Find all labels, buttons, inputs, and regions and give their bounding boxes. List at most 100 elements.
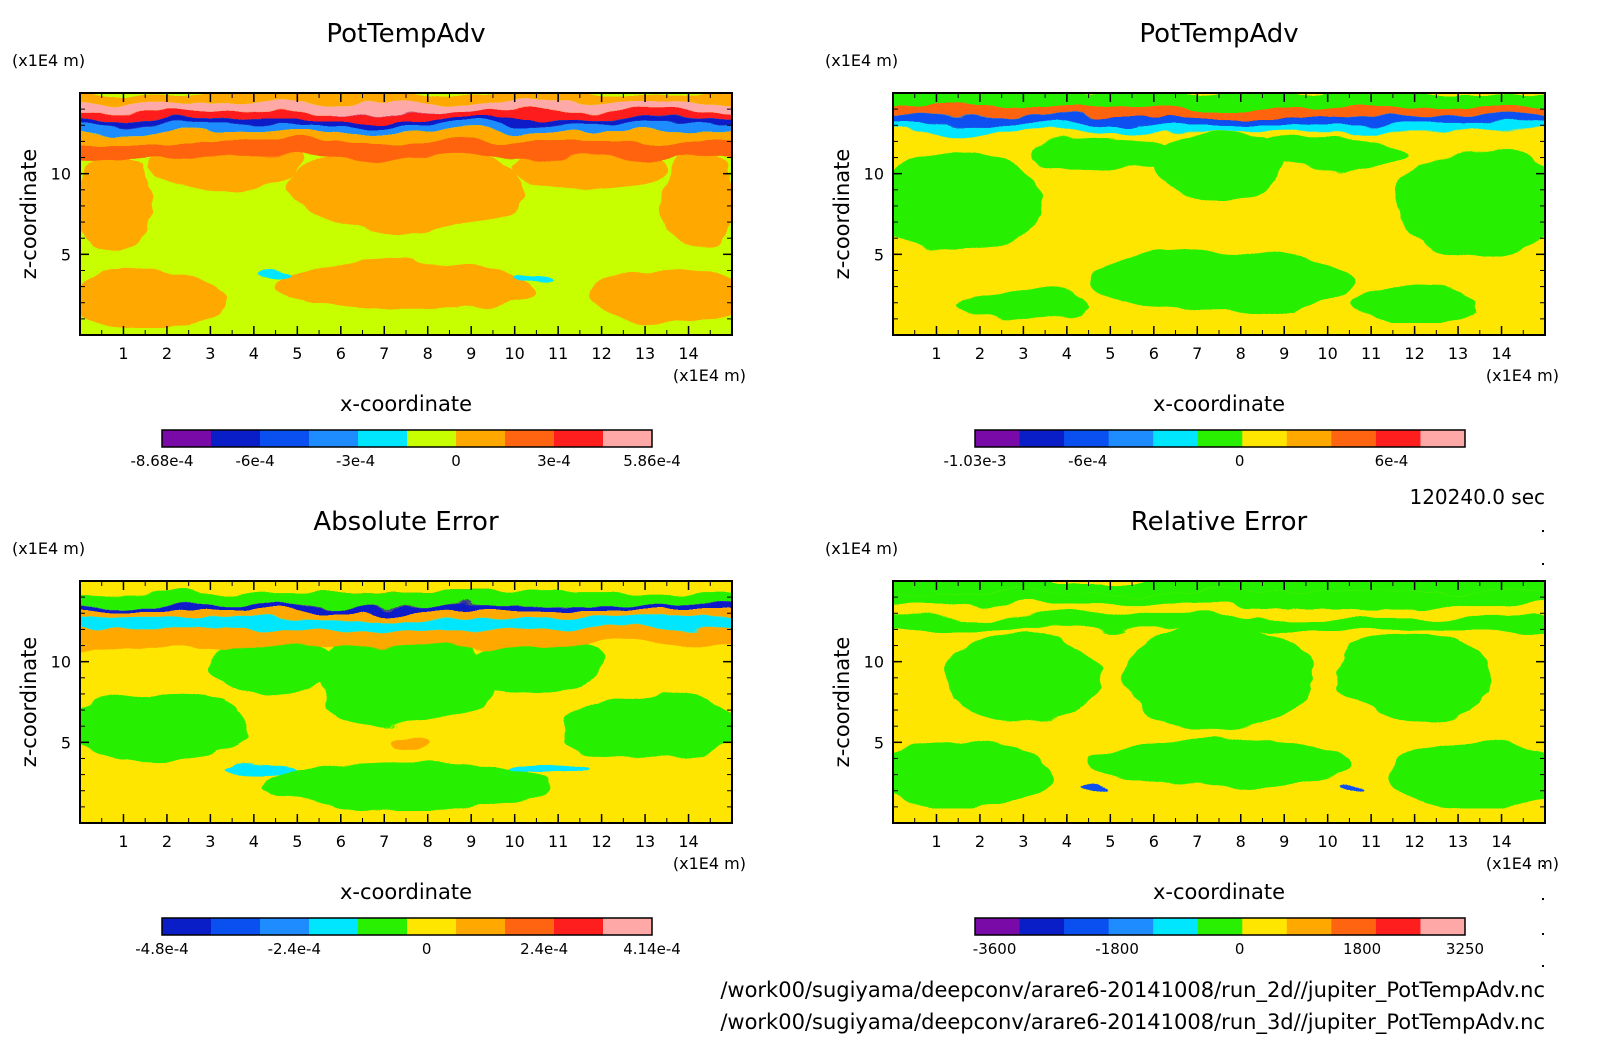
x-tick-label: 14	[1491, 832, 1511, 851]
colorbar-swatch	[554, 430, 604, 447]
colorbar-label: 4.14e-4	[623, 940, 681, 958]
field-blob	[1029, 136, 1187, 171]
x-axis-label: x-coordinate	[1153, 880, 1285, 904]
x-tick-label: 13	[1448, 832, 1468, 851]
colorbar-swatch	[1197, 430, 1243, 447]
colorbar-label: -1800	[1095, 940, 1139, 958]
x-tick-label: 1	[118, 832, 128, 851]
colorbar-swatch	[1331, 918, 1377, 935]
colorbar-swatch	[554, 918, 604, 935]
field-blob	[1336, 634, 1493, 722]
colorbar-label: -3600	[973, 940, 1017, 958]
x-tick-label: 3	[205, 344, 215, 363]
x-tick-label: 8	[1236, 344, 1246, 363]
colorbar-swatch	[456, 430, 506, 447]
x-unit-label: (x1E4 m)	[1486, 854, 1559, 873]
x-tick-label: 11	[1361, 832, 1381, 851]
y-tick-label: 5	[61, 733, 71, 752]
colorbar-swatch	[260, 918, 310, 935]
colorbar: -4.8e-4 -2.4e-4 0 2.4e-4 4.14e-4	[135, 917, 681, 958]
chart-title: PotTempAdv	[326, 19, 485, 49]
colorbar-swatch	[309, 918, 359, 935]
colorbar-swatch	[603, 918, 653, 935]
colorbar: -1.03e-3 -6e-4 0 6e-4	[944, 429, 1466, 470]
field-band	[893, 93, 1545, 108]
colorbar-swatch	[1420, 430, 1466, 447]
field-blob	[80, 269, 224, 328]
field-features	[80, 581, 732, 811]
field-blob	[1121, 624, 1317, 732]
colorbar-label: 6e-4	[1375, 452, 1409, 470]
x-tick-label: 1	[931, 344, 941, 363]
field-blob	[1153, 131, 1285, 200]
field-blob	[1075, 784, 1102, 790]
x-tick-label: 2	[162, 832, 172, 851]
colorbar-swatch	[1064, 918, 1110, 935]
field-blob	[288, 146, 524, 234]
field-band	[893, 581, 1545, 594]
y-tick-label: 5	[874, 733, 884, 752]
colorbar-swatch	[603, 430, 653, 447]
x-tick-label: 7	[379, 344, 389, 363]
x-tick-label: 4	[249, 344, 259, 363]
y-tick-label: 5	[61, 245, 71, 264]
field-blob	[223, 764, 302, 775]
colorbar-label: 2.4e-4	[520, 940, 568, 958]
x-tick-label: 14	[1491, 344, 1511, 363]
field-blob	[958, 289, 1089, 323]
field-band	[893, 593, 1545, 606]
margin-dots	[1542, 530, 1544, 967]
field-blob	[1336, 784, 1363, 790]
x-tick-label: 5	[1105, 344, 1115, 363]
x-tick-label: 9	[1279, 832, 1289, 851]
field-blob	[510, 764, 589, 775]
colorbar-swatch	[1019, 430, 1065, 447]
x-tick-label: 4	[1062, 344, 1072, 363]
colorbar-swatch	[1197, 918, 1243, 935]
y-axis-label: z-coordinate	[17, 637, 41, 768]
x-tick-label: 13	[635, 832, 655, 851]
field-band	[893, 614, 1545, 630]
field-blob	[588, 269, 732, 328]
field-blob	[314, 629, 498, 727]
field-blob	[945, 634, 1102, 722]
colorbar-frame	[974, 917, 1466, 936]
heatmap-field	[893, 581, 1545, 823]
field-features	[80, 93, 732, 328]
colorbar-swatch	[211, 430, 261, 447]
x-tick-label: 14	[678, 832, 698, 851]
field-band	[80, 102, 732, 113]
x-tick-label: 7	[1192, 344, 1202, 363]
colorbar-label: -8.68e-4	[131, 452, 194, 470]
field-band	[80, 605, 732, 611]
colorbar-swatch	[1242, 918, 1288, 935]
colorbar-swatch	[1108, 430, 1154, 447]
colorbar-swatch	[456, 918, 506, 935]
colorbar-swatch	[260, 430, 310, 447]
field-blob	[660, 153, 732, 251]
x-tick-label: 2	[975, 344, 985, 363]
x-tick-label: 13	[635, 344, 655, 363]
colorbar-swatch	[1286, 430, 1332, 447]
colorbar-swatch	[975, 430, 1021, 447]
colorbar-swatch	[1375, 918, 1421, 935]
y-unit-label: (x1E4 m)	[12, 51, 85, 70]
x-tick-label: 12	[1404, 832, 1424, 851]
x-tick-label: 3	[1018, 832, 1028, 851]
field-features	[893, 581, 1545, 809]
x-unit-label: (x1E4 m)	[673, 854, 746, 873]
field-blob	[262, 762, 550, 811]
y-unit-label: (x1E4 m)	[825, 539, 898, 558]
chart-title: Absolute Error	[313, 507, 499, 537]
x-tick-label: 10	[1317, 832, 1337, 851]
y-axis-label: z-coordinate	[830, 149, 854, 280]
field-blob	[471, 636, 602, 695]
colorbar-label: 0	[1235, 940, 1245, 958]
panel-top-right: PotTempAdv(x1E4 m)1 2 3 4 5 6 7 8 9 10 11 12 13 14510…	[825, 19, 1559, 470]
x-axis-label: x-coordinate	[340, 392, 472, 416]
timestamp: 120240.0 sec	[1409, 485, 1545, 509]
panel-bottom-left: Absolute Error(x1E4 m)1 2 3 4 5 6 7 8 9 10 11 12 13 1…	[12, 507, 746, 958]
heatmap-field	[893, 93, 1545, 335]
chart-title: PotTempAdv	[1139, 19, 1298, 49]
